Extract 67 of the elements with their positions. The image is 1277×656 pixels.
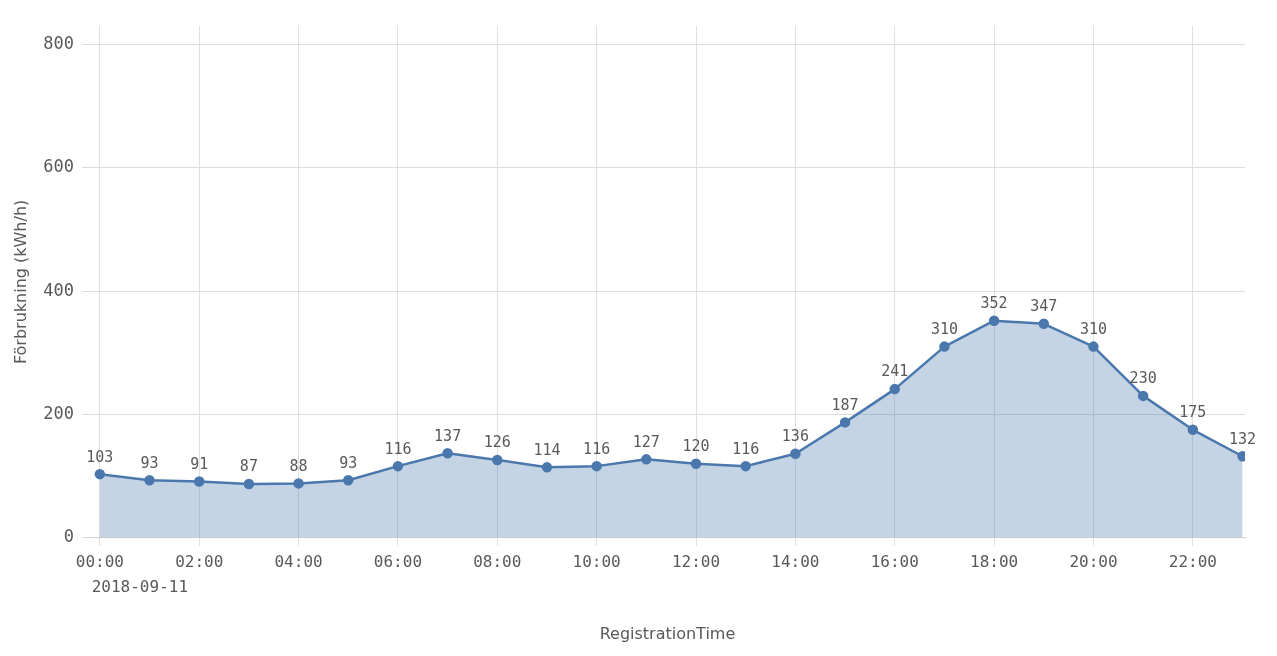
x-axis-title: RegistrationTime — [599, 623, 736, 643]
point — [839, 417, 851, 428]
data-label: 136 — [781, 427, 809, 446]
point — [541, 462, 553, 473]
data-label: 88 — [289, 456, 308, 475]
data-label: 116 — [384, 439, 412, 458]
data-label: 120 — [682, 437, 710, 456]
x-tick-label: 10:00 — [572, 552, 621, 572]
point — [690, 458, 702, 469]
point — [591, 460, 602, 472]
x-tick-label: 18:00 — [970, 552, 1019, 572]
point — [492, 454, 503, 466]
y-tick-label: 0 — [63, 526, 74, 547]
point — [641, 454, 652, 465]
data-label: 87 — [239, 457, 258, 476]
text: 2018-09-11 — [91, 576, 188, 596]
point — [1038, 318, 1050, 330]
x-tick-label: 08:00 — [473, 552, 522, 572]
point — [790, 448, 801, 460]
data-label: 310 — [1079, 319, 1108, 338]
data-label: 103 — [86, 447, 114, 466]
point — [1088, 341, 1099, 352]
data-label: 116 — [732, 439, 760, 458]
point — [1187, 424, 1199, 436]
x-tick-label: 12:00 — [671, 552, 721, 572]
y-tick-label: 200 — [43, 402, 74, 423]
point — [939, 341, 950, 352]
data-label: 127 — [632, 432, 660, 451]
data-label: 116 — [583, 439, 611, 458]
x-tick-label: 14:00 — [771, 552, 820, 572]
point — [392, 460, 404, 472]
point — [889, 383, 900, 395]
data-label: 137 — [434, 426, 462, 445]
y-tick-label: 600 — [43, 156, 74, 177]
point — [243, 478, 255, 490]
x-tick-label: 02:00 — [175, 552, 224, 572]
data-label: 347 — [1030, 297, 1058, 316]
data-label: 93 — [140, 453, 159, 472]
point — [293, 478, 304, 489]
y-tick-label: 800 — [43, 33, 74, 54]
x-tick-label: 16:00 — [870, 552, 919, 572]
x-tick-label: 22:00 — [1168, 552, 1217, 572]
point — [740, 460, 751, 472]
point — [144, 475, 155, 486]
y-axis-title: Förbrukning (kWh/h) — [10, 199, 30, 365]
x-tick-label: 00:00 — [75, 552, 124, 572]
data-label: 352 — [980, 294, 1008, 313]
point — [343, 475, 354, 486]
data-label: 241 — [881, 362, 909, 381]
data-label: 310 — [930, 319, 958, 338]
data-label: 230 — [1129, 369, 1157, 388]
data-label: 132 — [1228, 429, 1257, 448]
point — [1137, 390, 1149, 402]
point — [442, 447, 453, 459]
point — [988, 315, 1000, 326]
point — [94, 468, 106, 480]
x-tick-label: 04:00 — [274, 552, 323, 572]
point — [193, 476, 205, 487]
x-tick-label: 06:00 — [373, 552, 423, 572]
data-label: 187 — [831, 395, 859, 414]
data-label: 175 — [1179, 403, 1207, 422]
data-label: 93 — [339, 453, 358, 472]
data-label: 114 — [533, 440, 561, 459]
x-tick-label: 20:00 — [1069, 552, 1118, 572]
y-tick-label: 400 — [43, 279, 74, 300]
data-label: 91 — [190, 454, 209, 473]
data-label: 126 — [483, 433, 511, 452]
